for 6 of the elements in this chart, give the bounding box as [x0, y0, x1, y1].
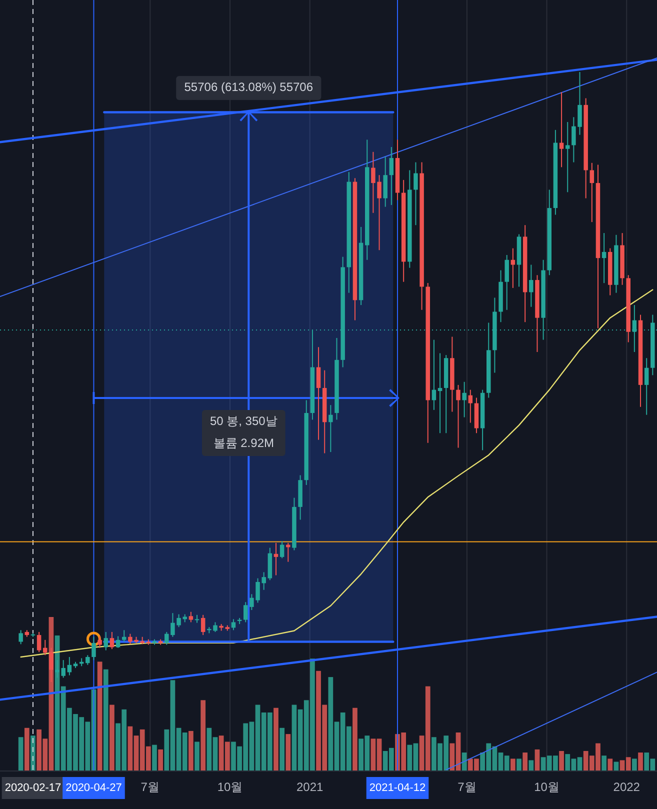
ref-line-label: 2020-04-27 — [66, 782, 122, 794]
annotation: 55706 (613.08%) 55706 — [184, 80, 314, 94]
ref-line-label: 2021-04-12 — [369, 782, 426, 794]
annotation: 50 봉, 350날 — [210, 414, 278, 428]
ref-line-label: 2020-02-17 — [4, 782, 62, 794]
annotation: 볼륨 2.92M — [213, 436, 274, 450]
